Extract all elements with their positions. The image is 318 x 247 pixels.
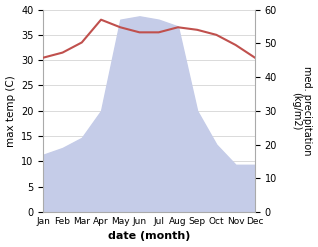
Y-axis label: max temp (C): max temp (C) xyxy=(5,75,16,147)
Y-axis label: med. precipitation
(kg/m2): med. precipitation (kg/m2) xyxy=(291,66,313,156)
X-axis label: date (month): date (month) xyxy=(108,231,190,242)
